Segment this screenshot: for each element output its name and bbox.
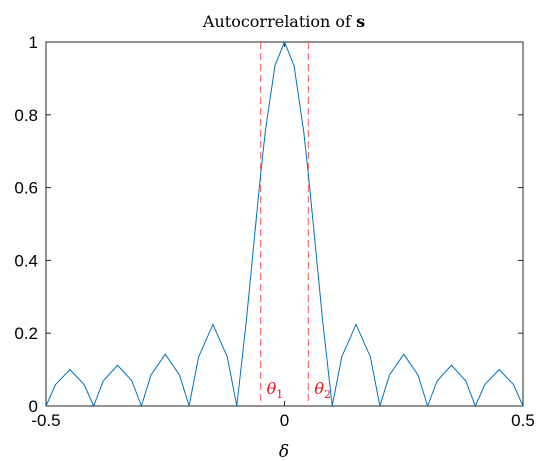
x-axis-label: δ xyxy=(279,442,289,461)
x-tick-label: -0.5 xyxy=(31,411,60,430)
y-tick-label: 0 xyxy=(29,397,38,416)
y-tick-label: 0.6 xyxy=(14,179,38,198)
series-line xyxy=(45,40,524,408)
annotations: θ1 θ2 xyxy=(267,379,331,401)
chart-title-bold: s xyxy=(356,12,365,31)
y-tick-label: 0.2 xyxy=(14,324,38,343)
vertical-lines xyxy=(260,42,309,406)
x-tick-label: 0 xyxy=(280,411,289,430)
y-tick-label: 1 xyxy=(29,33,38,52)
plot-area xyxy=(45,41,524,407)
ticks: -0.5 0 0.500.20.40.60.81 xyxy=(14,33,534,430)
chart-title: Autocorrelation of s xyxy=(202,12,365,31)
theta-label-2: θ2 xyxy=(314,379,331,401)
x-tick-label: 0.5 xyxy=(511,411,535,430)
y-tick-label: 0.4 xyxy=(14,251,38,270)
y-tick-label: 0.8 xyxy=(14,106,38,125)
theta-label-1: θ1 xyxy=(267,379,284,401)
chart-title-main: Autocorrelation of xyxy=(202,12,356,31)
